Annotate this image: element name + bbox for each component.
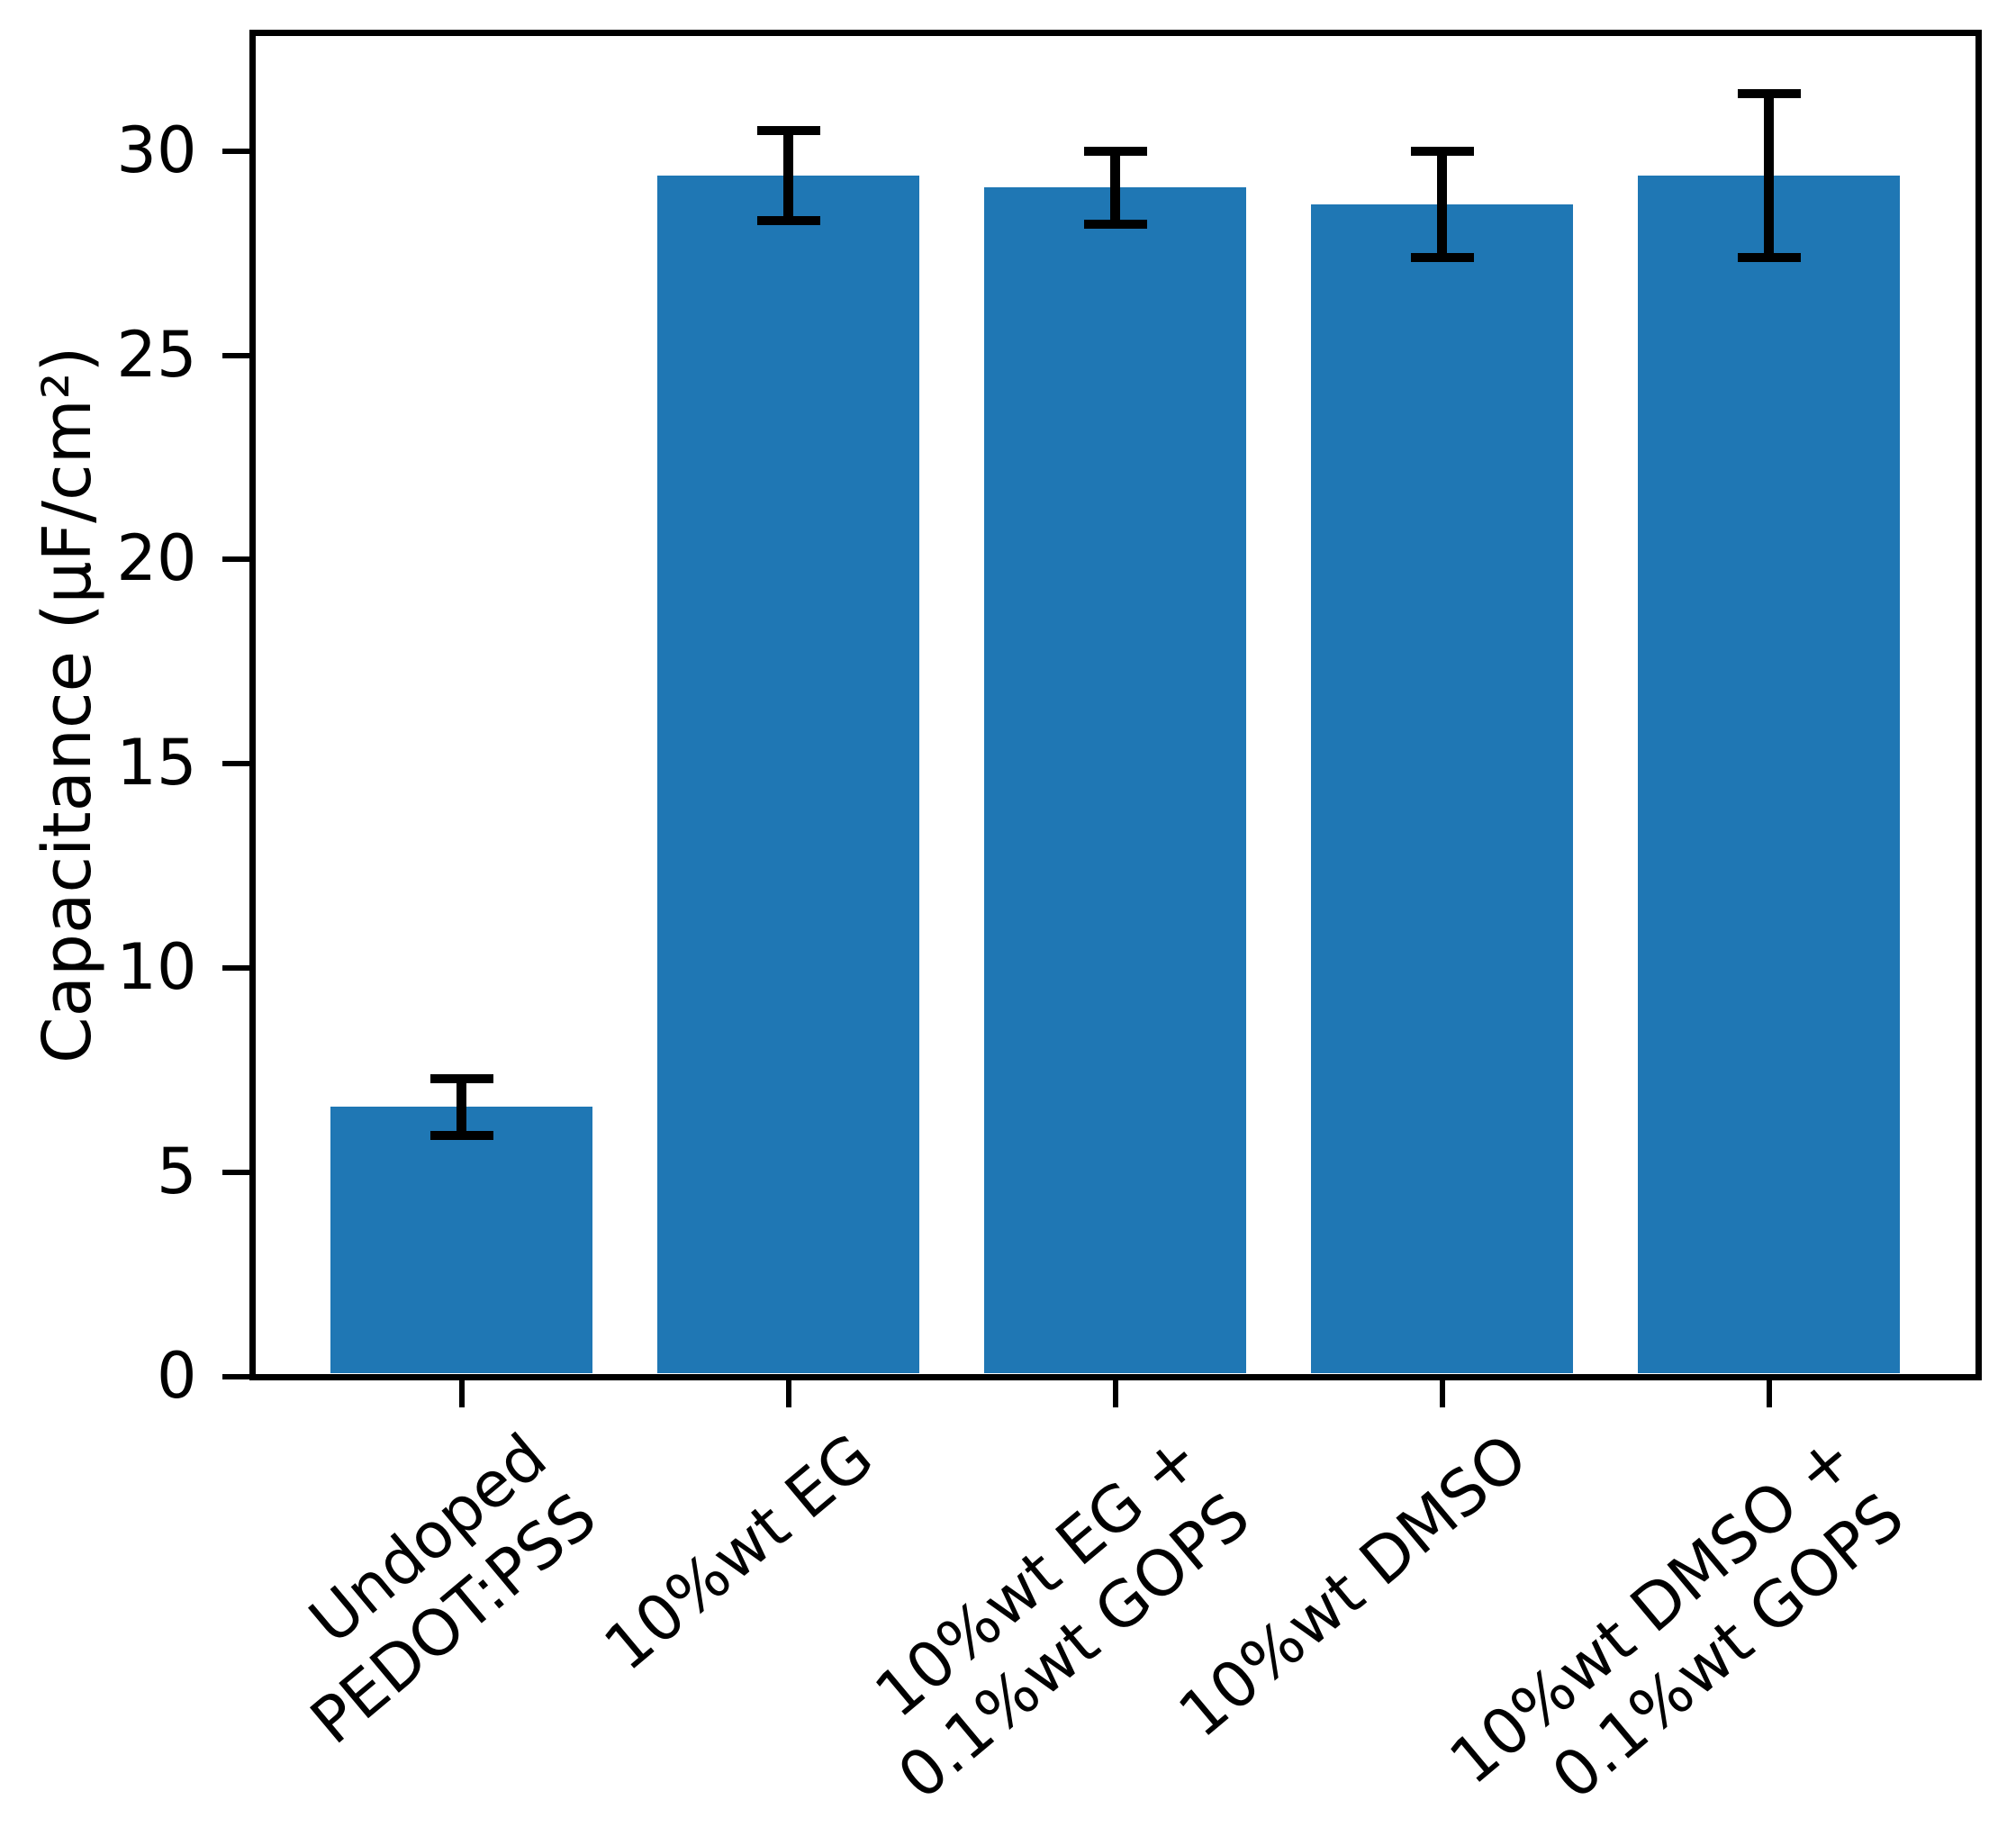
- y-tick-label: 0: [156, 1339, 197, 1413]
- y-axis-right-spine: [1975, 29, 1982, 1380]
- bar: [330, 1107, 592, 1374]
- y-tick-label: 15: [116, 726, 197, 800]
- x-axis-bottom-spine: [249, 1373, 1982, 1380]
- error-bar-cap-bottom: [1410, 252, 1474, 262]
- x-tick-label-line: 10%wt EG: [590, 1419, 887, 1685]
- error-bar-line: [457, 1078, 466, 1136]
- error-bar-cap-top: [1737, 89, 1801, 99]
- error-bar-cap-top: [1410, 146, 1474, 156]
- y-tick-mark: [221, 965, 249, 972]
- error-bar-cap-bottom: [1737, 252, 1801, 262]
- y-tick-label: 5: [156, 1135, 197, 1209]
- y-tick-label: 10: [116, 930, 197, 1005]
- error-bar-line: [1437, 150, 1447, 258]
- error-bar-line: [783, 130, 793, 221]
- y-tick-label: 20: [116, 521, 197, 596]
- y-axis-left-spine: [249, 29, 256, 1380]
- error-bar-cap-bottom: [1083, 220, 1147, 230]
- x-tick-label: 10%wt EG: [589, 1418, 888, 1687]
- x-tick-mark: [1766, 1379, 1772, 1407]
- error-bar-line: [1110, 150, 1120, 225]
- y-tick-label: 25: [116, 317, 197, 392]
- y-tick-mark: [221, 1170, 249, 1176]
- x-tick-mark: [1112, 1379, 1118, 1407]
- bar: [1638, 175, 1900, 1374]
- y-tick-label: 30: [116, 113, 197, 187]
- error-bar-line: [1764, 94, 1774, 258]
- x-tick-mark: [458, 1379, 465, 1407]
- x-tick-mark: [1439, 1379, 1445, 1407]
- error-bar-cap-top: [756, 125, 820, 135]
- y-tick-mark: [221, 1374, 249, 1379]
- error-bar-cap-bottom: [756, 215, 820, 225]
- y-tick-mark: [221, 352, 249, 358]
- bar: [1311, 204, 1573, 1374]
- x-tick-label: Undoped PEDOT:PSS: [246, 1418, 611, 1759]
- y-tick-mark: [221, 761, 249, 767]
- x-tick-mark: [785, 1379, 791, 1407]
- x-axis-top-spine: [249, 29, 1982, 36]
- y-tick-mark: [221, 148, 249, 154]
- error-bar-cap-top: [429, 1073, 493, 1083]
- x-tick-label: 10%wt EG +0.1%wt GOPS: [833, 1418, 1264, 1815]
- error-bar-cap-bottom: [429, 1131, 493, 1141]
- bar: [984, 187, 1246, 1374]
- bar: [657, 175, 919, 1374]
- error-bar-cap-top: [1083, 146, 1147, 156]
- y-tick-mark: [221, 556, 249, 563]
